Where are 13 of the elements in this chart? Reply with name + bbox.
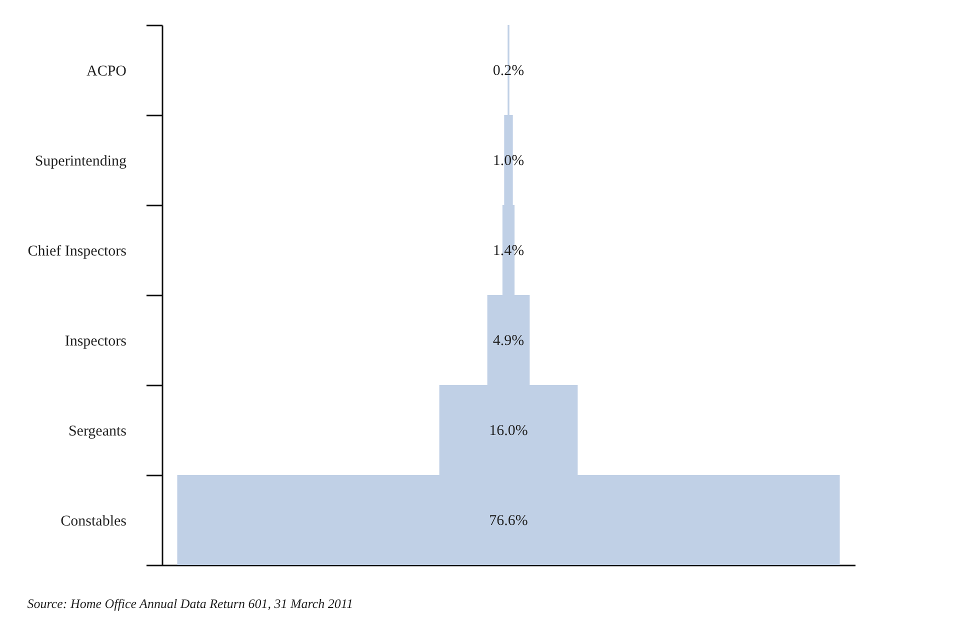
category-label: Sergeants	[68, 424, 127, 440]
source-note: Source: Home Office Annual Data Return 601, 31 March 2011	[27, 596, 353, 611]
data-label: 76.6%	[489, 513, 528, 529]
data-label: 4.9%	[492, 333, 524, 349]
category-label: Inspectors	[64, 334, 127, 350]
category-label: Chief Inspectors	[28, 244, 127, 260]
data-label: 16.0%	[489, 423, 528, 439]
data-label: 1.0%	[492, 153, 524, 169]
category-label: ACPO	[86, 64, 127, 80]
category-label: Constables	[60, 514, 127, 530]
category-label: Superintending	[34, 154, 127, 170]
data-label: 1.4%	[492, 243, 524, 259]
data-label: 0.2%	[492, 63, 524, 79]
